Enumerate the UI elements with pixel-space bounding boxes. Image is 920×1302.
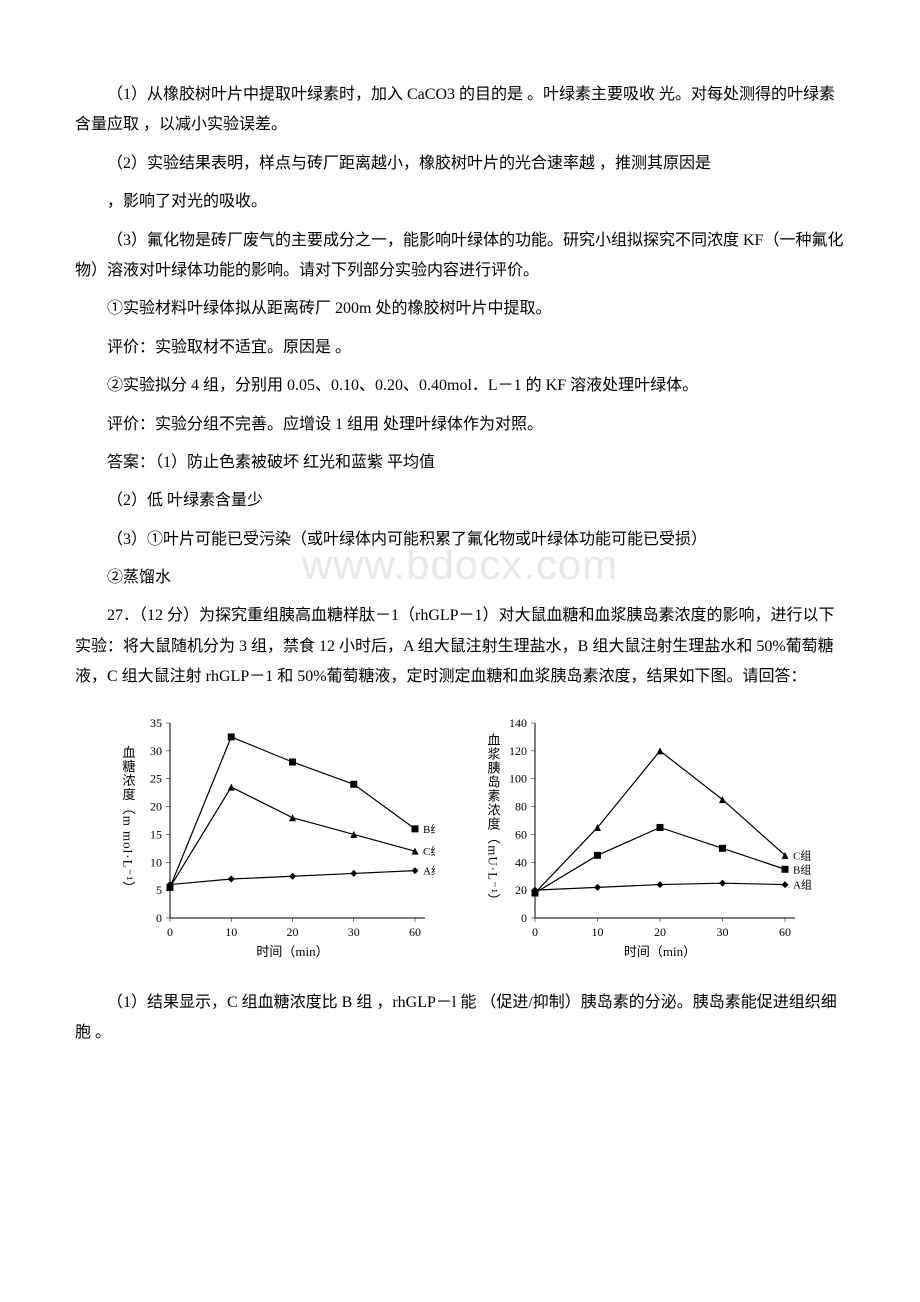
svg-text:时间（min）: 时间（min） xyxy=(256,944,328,959)
svg-text:40: 40 xyxy=(515,855,527,869)
svg-text:10: 10 xyxy=(150,855,162,869)
svg-text:0: 0 xyxy=(521,911,527,925)
svg-text:60: 60 xyxy=(779,925,791,939)
paragraph-14: （1）结果显示，C 组血糖浓度比 B 组 ，rhGLP－l 能 （促进/抑制）胰… xyxy=(75,988,845,1049)
svg-text:80: 80 xyxy=(515,799,527,813)
svg-text:20: 20 xyxy=(515,883,527,897)
paragraph-6: 评价：实验取材不适宜。原因是 。 xyxy=(75,333,845,363)
svg-text:100: 100 xyxy=(509,771,527,785)
svg-text:20: 20 xyxy=(150,799,162,813)
chart-right-wrap: 0 20 40 60 80 100 120 140 0 10 20 30 60 血浆胰岛素浓度（mU·L⁻… xyxy=(465,708,815,968)
svg-text:0: 0 xyxy=(167,925,173,939)
svg-text:60: 60 xyxy=(409,925,421,939)
svg-text:30: 30 xyxy=(717,925,729,939)
svg-text:15: 15 xyxy=(150,827,162,841)
svg-text:0: 0 xyxy=(532,925,538,939)
svg-text:B组: B组 xyxy=(423,821,435,835)
svg-text:20: 20 xyxy=(287,925,299,939)
paragraph-9: 答案：（1）防止色素被破坏 红光和蓝紫 平均值 xyxy=(75,448,845,478)
paragraph-12: ②蒸馏水 xyxy=(75,563,845,593)
svg-text:B组: B组 xyxy=(793,862,811,876)
paragraph-11: （3）①叶片可能已受污染（或叶绿体内可能积累了氟化物或叶绿体功能可能已受损） xyxy=(75,525,845,555)
paragraph-8: 评价：实验分组不完善。应增设 1 组用 处理叶绿体作为对照。 xyxy=(75,410,845,440)
svg-text:10: 10 xyxy=(592,925,604,939)
charts-container: 0 5 10 15 20 25 30 35 0 10 20 30 60 血糖浓度（m mol·L⁻¹） 时间… xyxy=(75,708,845,968)
paragraph-3: ，影响了对光的吸收。 xyxy=(75,187,845,217)
svg-text:5: 5 xyxy=(156,883,162,897)
insulin-chart: 0 20 40 60 80 100 120 140 0 10 20 30 60 血浆胰岛素浓度（mU·L⁻… xyxy=(465,708,815,968)
paragraph-7: ②实验拟分 4 组，分别用 0.05、0.10、0.20、0.40mol．L－1… xyxy=(75,371,845,401)
svg-text:时间（min）: 时间（min） xyxy=(624,944,696,959)
paragraph-1: （1）从橡胶树叶片中提取叶绿素时，加入 CaCO3 的目的是 。叶绿素主要吸收 … xyxy=(75,80,845,141)
paragraph-13: 27．（12 分）为探究重组胰高血糖样肽－1（rhGLP－1）对大鼠血糖和血浆胰… xyxy=(75,601,845,692)
svg-text:0: 0 xyxy=(156,911,162,925)
paragraph-2: （2）实验结果表明，样点与砖厂距离越小，橡胶树叶片的光合速率越 ，推测其原因是 xyxy=(75,149,845,179)
svg-text:C组: C组 xyxy=(793,848,811,862)
svg-text:血糖浓度（m mol·L⁻¹）: 血糖浓度（m mol·L⁻¹） xyxy=(121,745,136,895)
svg-text:140: 140 xyxy=(509,716,527,730)
chart-left-wrap: 0 5 10 15 20 25 30 35 0 10 20 30 60 血糖浓度（m mol·L⁻¹） 时间… xyxy=(105,708,435,968)
paragraph-5: ①实验材料叶绿体拟从距离砖厂 200m 处的橡胶树叶片中提取。 xyxy=(75,294,845,324)
svg-text:A组: A组 xyxy=(423,863,435,877)
svg-text:25: 25 xyxy=(150,771,162,785)
svg-text:20: 20 xyxy=(654,925,666,939)
document-content: （1）从橡胶树叶片中提取叶绿素时，加入 CaCO3 的目的是 。叶绿素主要吸收 … xyxy=(75,80,845,1048)
svg-text:120: 120 xyxy=(509,743,527,757)
svg-text:C组: C组 xyxy=(423,844,435,858)
svg-text:30: 30 xyxy=(150,743,162,757)
paragraph-10: （2）低 叶绿素含量少 xyxy=(75,486,845,516)
svg-text:血浆胰岛素浓度（mU·L⁻¹）: 血浆胰岛素浓度（mU·L⁻¹） xyxy=(486,733,501,908)
svg-text:35: 35 xyxy=(150,716,162,730)
svg-text:30: 30 xyxy=(348,925,360,939)
svg-text:60: 60 xyxy=(515,827,527,841)
svg-text:10: 10 xyxy=(225,925,237,939)
watermark-region: www.bdocx.com （3）①叶片可能已受污染（或叶绿体内可能积累了氟化物… xyxy=(75,525,845,594)
paragraph-4: （3）氟化物是砖厂废气的主要成分之一，能影响叶绿体的功能。研究小组拟探究不同浓度… xyxy=(75,226,845,287)
svg-text:A组: A组 xyxy=(793,877,812,891)
blood-glucose-chart: 0 5 10 15 20 25 30 35 0 10 20 30 60 血糖浓度（m mol·L⁻¹） 时间… xyxy=(105,708,435,968)
